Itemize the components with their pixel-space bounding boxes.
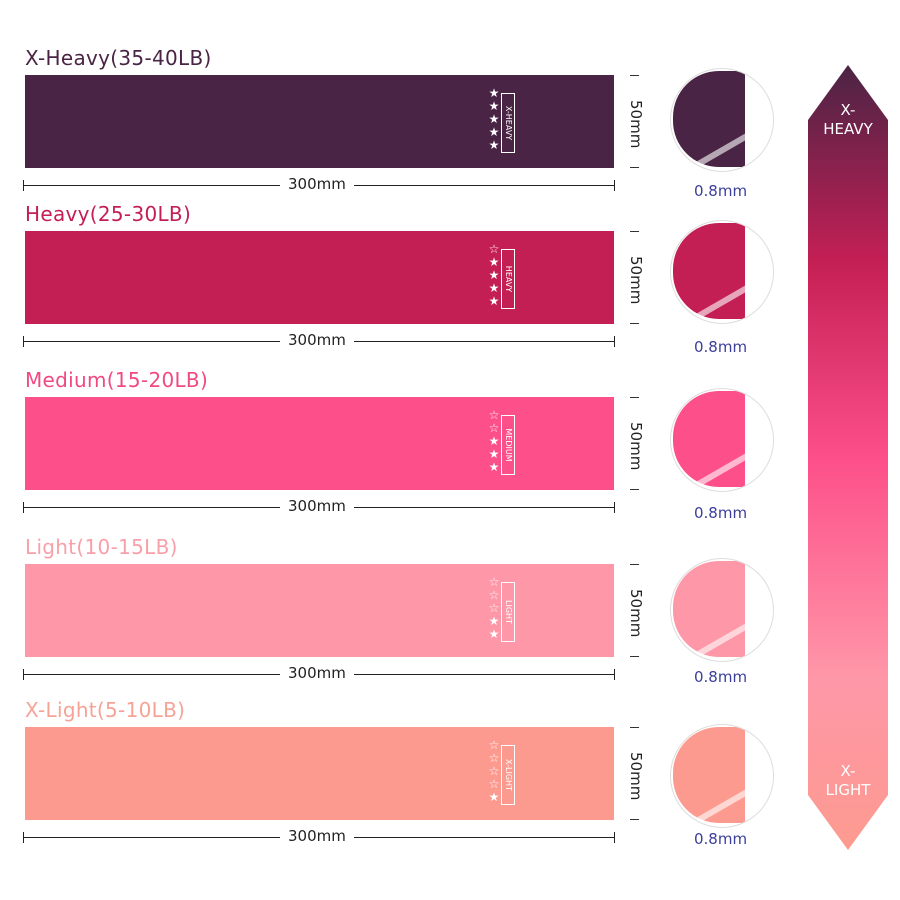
band-print: ☆ ☆ ☆ ☆ ★ X-LIGHT: [487, 739, 537, 809]
thickness-label: 0.8mm: [694, 504, 748, 522]
scale-top-line1: X-: [840, 101, 856, 119]
star-filled-icon: ★: [488, 138, 500, 152]
star-filled-icon: ★: [488, 614, 500, 628]
star-filled-icon: ★: [488, 460, 500, 474]
star-filled-icon: ★: [488, 99, 500, 113]
height-label: 50mm: [627, 752, 645, 801]
star-outline-icon: ☆: [488, 408, 500, 422]
thickness-detail-image: [670, 68, 774, 172]
thickness-label: 0.8mm: [694, 668, 748, 686]
width-dimension: 300mm: [23, 497, 615, 515]
width-dimension: 300mm: [23, 827, 615, 845]
scale-bottom-line2: LIGHT: [825, 781, 871, 799]
band-swatch: ☆ ☆ ★ ★ ★ MEDIUM: [25, 397, 614, 490]
height-label: 50mm: [627, 422, 645, 471]
star-outline-icon: ☆: [488, 242, 500, 256]
thickness-label: 0.8mm: [694, 830, 748, 848]
width-dimension: 300mm: [23, 664, 615, 682]
band-tag: HEAVY: [501, 249, 515, 309]
width-dimension: 300mm: [23, 331, 615, 349]
star-filled-icon: ★: [488, 294, 500, 308]
height-dimension: 50mm: [627, 397, 645, 490]
star-filled-icon: ★: [488, 255, 500, 269]
width-label: 300mm: [280, 827, 354, 845]
band-title: X-Heavy(35-40LB): [25, 46, 212, 70]
band-title: Light(10-15LB): [25, 535, 178, 559]
band-tag: LIGHT: [501, 582, 515, 642]
star-filled-icon: ★: [488, 86, 500, 100]
band-tag: X-HEAVY: [501, 93, 515, 153]
star-filled-icon: ★: [488, 125, 500, 139]
band-tag: X-LIGHT: [501, 745, 515, 805]
star-outline-icon: ☆: [488, 764, 500, 778]
resistance-scale-arrow: [808, 65, 888, 850]
star-outline-icon: ☆: [488, 421, 500, 435]
height-dimension: 50mm: [627, 75, 645, 168]
star-rating: ☆ ★ ★ ★ ★: [487, 243, 501, 308]
scale-bottom-line1: X-: [840, 762, 856, 780]
height-label: 50mm: [627, 100, 645, 149]
band-print: ★ ★ ★ ★ ★ X-HEAVY: [487, 87, 537, 157]
star-filled-icon: ★: [488, 447, 500, 461]
star-outline-icon: ☆: [488, 738, 500, 752]
band-swatch: ☆ ★ ★ ★ ★ HEAVY: [25, 231, 614, 324]
star-rating: ☆ ☆ ☆ ☆ ★: [487, 739, 501, 804]
band-print: ☆ ☆ ☆ ★ ★ LIGHT: [487, 576, 537, 646]
band-swatch: ☆ ☆ ☆ ★ ★ LIGHT: [25, 564, 614, 657]
star-outline-icon: ☆: [488, 777, 500, 791]
thickness-detail-image: [670, 220, 774, 324]
star-filled-icon: ★: [488, 627, 500, 641]
star-filled-icon: ★: [488, 268, 500, 282]
star-filled-icon: ★: [488, 790, 500, 804]
height-label: 50mm: [627, 589, 645, 638]
star-filled-icon: ★: [488, 112, 500, 126]
width-label: 300mm: [280, 331, 354, 349]
thickness-detail-image: [670, 724, 774, 828]
width-label: 300mm: [280, 664, 354, 682]
star-filled-icon: ★: [488, 434, 500, 448]
width-label: 300mm: [280, 175, 354, 193]
band-print: ☆ ☆ ★ ★ ★ MEDIUM: [487, 409, 537, 479]
width-label: 300mm: [280, 497, 354, 515]
band-title: Medium(15-20LB): [25, 368, 209, 392]
star-rating: ☆ ☆ ☆ ★ ★: [487, 576, 501, 641]
height-dimension: 50mm: [627, 727, 645, 820]
star-outline-icon: ☆: [488, 601, 500, 615]
band-title: Heavy(25-30LB): [25, 202, 192, 226]
scale-top-label: X- HEAVY: [808, 101, 888, 139]
band-title: X-Light(5-10LB): [25, 698, 186, 722]
scale-bottom-label: X- LIGHT: [808, 762, 888, 800]
height-dimension: 50mm: [627, 564, 645, 657]
thickness-detail-image: [670, 388, 774, 492]
thickness-label: 0.8mm: [694, 182, 748, 200]
height-label: 50mm: [627, 256, 645, 305]
band-tag: MEDIUM: [501, 415, 515, 475]
height-dimension: 50mm: [627, 231, 645, 324]
band-swatch: ☆ ☆ ☆ ☆ ★ X-LIGHT: [25, 727, 614, 820]
star-outline-icon: ☆: [488, 588, 500, 602]
star-outline-icon: ☆: [488, 575, 500, 589]
band-swatch: ★ ★ ★ ★ ★ X-HEAVY: [25, 75, 614, 168]
thickness-detail-image: [670, 558, 774, 662]
star-rating: ★ ★ ★ ★ ★: [487, 87, 501, 152]
star-outline-icon: ☆: [488, 751, 500, 765]
thickness-label: 0.8mm: [694, 338, 748, 356]
band-print: ☆ ★ ★ ★ ★ HEAVY: [487, 243, 537, 313]
scale-top-line2: HEAVY: [823, 120, 873, 138]
scale-arrow-shape: [808, 65, 888, 850]
star-filled-icon: ★: [488, 281, 500, 295]
width-dimension: 300mm: [23, 175, 615, 193]
star-rating: ☆ ☆ ★ ★ ★: [487, 409, 501, 474]
